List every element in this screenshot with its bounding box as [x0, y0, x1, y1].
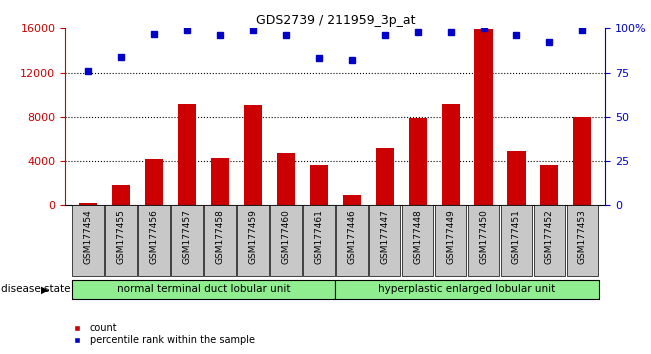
FancyBboxPatch shape — [171, 205, 203, 276]
Bar — [178, 104, 196, 205]
FancyBboxPatch shape — [501, 205, 533, 276]
Bar — [441, 104, 460, 205]
Text: ▶: ▶ — [40, 284, 48, 295]
Bar — [244, 105, 262, 205]
FancyBboxPatch shape — [534, 205, 565, 276]
FancyBboxPatch shape — [237, 205, 269, 276]
Text: GSM177459: GSM177459 — [249, 209, 257, 264]
Bar — [342, 195, 361, 205]
FancyBboxPatch shape — [369, 205, 400, 276]
Text: GSM177455: GSM177455 — [117, 209, 126, 264]
Text: GSM177458: GSM177458 — [215, 209, 225, 264]
Bar — [475, 29, 493, 205]
FancyBboxPatch shape — [105, 205, 137, 276]
FancyBboxPatch shape — [72, 205, 104, 276]
Text: GSM177453: GSM177453 — [578, 209, 587, 264]
FancyBboxPatch shape — [204, 205, 236, 276]
Text: GSM177450: GSM177450 — [479, 209, 488, 264]
Bar — [574, 117, 591, 205]
Text: GSM177447: GSM177447 — [380, 209, 389, 264]
Bar — [310, 166, 328, 205]
Bar — [507, 151, 525, 205]
FancyBboxPatch shape — [336, 205, 368, 276]
Text: GSM177456: GSM177456 — [150, 209, 159, 264]
FancyBboxPatch shape — [303, 205, 335, 276]
Bar — [277, 153, 295, 205]
FancyBboxPatch shape — [270, 205, 301, 276]
FancyBboxPatch shape — [566, 205, 598, 276]
Text: GSM177460: GSM177460 — [281, 209, 290, 264]
Text: GSM177451: GSM177451 — [512, 209, 521, 264]
Bar — [409, 118, 426, 205]
FancyBboxPatch shape — [138, 205, 170, 276]
Text: GSM177454: GSM177454 — [84, 209, 92, 264]
Title: GDS2739 / 211959_3p_at: GDS2739 / 211959_3p_at — [255, 14, 415, 27]
Text: normal terminal duct lobular unit: normal terminal duct lobular unit — [117, 284, 290, 295]
Text: GSM177461: GSM177461 — [314, 209, 324, 264]
Bar — [145, 159, 163, 205]
Text: GSM177457: GSM177457 — [182, 209, 191, 264]
FancyBboxPatch shape — [335, 280, 599, 299]
Bar — [540, 166, 559, 205]
Bar — [211, 158, 229, 205]
Text: GSM177452: GSM177452 — [545, 209, 554, 264]
FancyBboxPatch shape — [435, 205, 466, 276]
FancyBboxPatch shape — [402, 205, 434, 276]
Text: GSM177449: GSM177449 — [446, 209, 455, 264]
Text: hyperplastic enlarged lobular unit: hyperplastic enlarged lobular unit — [378, 284, 556, 295]
Text: GSM177446: GSM177446 — [347, 209, 356, 264]
Bar — [79, 203, 97, 205]
Bar — [376, 148, 394, 205]
Text: disease state: disease state — [1, 284, 70, 295]
Text: GSM177448: GSM177448 — [413, 209, 422, 264]
FancyBboxPatch shape — [72, 280, 335, 299]
FancyBboxPatch shape — [467, 205, 499, 276]
Legend: count, percentile rank within the sample: count, percentile rank within the sample — [63, 319, 258, 349]
Bar — [112, 185, 130, 205]
